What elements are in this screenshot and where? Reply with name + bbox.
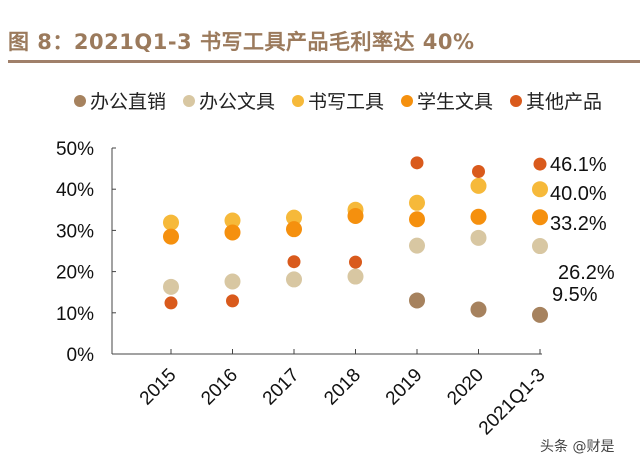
legend-label: 其他产品 — [526, 91, 602, 113]
legend-label: 学生文具 — [417, 91, 493, 113]
data-point — [470, 177, 487, 194]
data-point — [470, 301, 487, 318]
x-tick-label: 2019 — [382, 365, 427, 410]
data-point — [533, 157, 547, 171]
y-tick-label: 30% — [56, 221, 94, 242]
data-point — [164, 296, 178, 310]
legend-label: 办公文具 — [199, 91, 275, 113]
data-point — [224, 273, 241, 290]
legend-marker — [183, 95, 195, 107]
data-point — [163, 228, 179, 245]
data-point — [470, 229, 487, 246]
x-tick-label: 2017 — [259, 365, 304, 410]
x-tick-label: 2021Q1-3 — [475, 365, 550, 440]
data-point — [163, 278, 179, 295]
y-tick-label: 40% — [56, 180, 94, 201]
y-tick-label: 20% — [56, 263, 94, 284]
data-point — [409, 211, 425, 228]
data-point — [347, 268, 364, 285]
data-label: 9.5% — [552, 284, 598, 306]
data-point — [410, 156, 424, 170]
data-point — [532, 238, 548, 255]
data-point — [224, 224, 241, 241]
data-point — [286, 221, 302, 238]
y-tick-label: 50% — [56, 139, 94, 160]
data-point — [409, 194, 425, 211]
legend-label: 书写工具 — [308, 91, 384, 113]
legend-marker — [401, 95, 413, 107]
data-point — [470, 208, 487, 225]
chart-title: 图 8：2021Q1-3 书写工具产品毛利率达 40% — [8, 30, 475, 54]
data-point — [409, 292, 425, 309]
title-divider — [8, 60, 640, 63]
data-point — [532, 181, 548, 198]
x-tick-label: 2018 — [320, 365, 365, 410]
legend-marker — [510, 95, 522, 107]
data-label: 26.2% — [558, 262, 615, 284]
data-point — [163, 214, 179, 231]
y-tick-label: 0% — [67, 345, 95, 366]
data-point — [349, 255, 362, 269]
data-point — [532, 209, 548, 226]
data-label: 46.1% — [550, 154, 607, 176]
data-point — [347, 207, 364, 224]
y-tick-label: 10% — [56, 304, 94, 325]
data-point — [286, 271, 302, 288]
watermark: 头条 @财是 — [540, 439, 615, 455]
data-label: 33.2% — [550, 213, 607, 235]
x-tick-label: 2016 — [197, 365, 242, 410]
legend-marker — [74, 95, 86, 107]
legend-label: 办公直销 — [90, 91, 166, 113]
data-label: 40.0% — [550, 183, 607, 205]
data-point — [532, 306, 548, 323]
data-point — [472, 164, 485, 178]
data-point — [409, 237, 425, 254]
x-tick-label: 2015 — [136, 365, 181, 410]
data-point — [286, 209, 302, 226]
data-point — [224, 212, 241, 229]
legend-marker — [292, 95, 304, 107]
data-point — [287, 255, 301, 269]
x-tick-label: 2020 — [443, 365, 488, 410]
data-point — [226, 294, 239, 308]
